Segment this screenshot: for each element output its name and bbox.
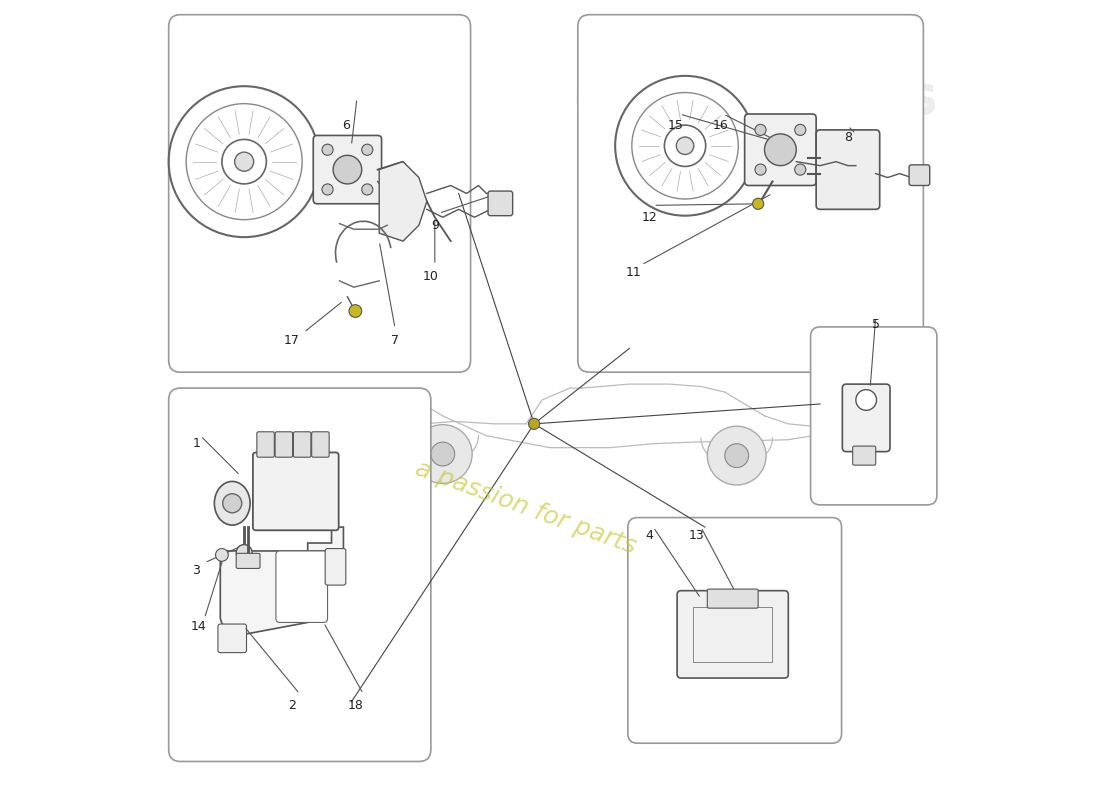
Text: 9: 9	[431, 218, 439, 232]
Text: 16: 16	[713, 119, 728, 133]
Circle shape	[414, 425, 472, 483]
FancyBboxPatch shape	[314, 135, 382, 204]
FancyBboxPatch shape	[811, 327, 937, 505]
Polygon shape	[379, 162, 427, 241]
FancyBboxPatch shape	[678, 590, 789, 678]
Circle shape	[362, 144, 373, 155]
FancyBboxPatch shape	[311, 432, 329, 457]
FancyBboxPatch shape	[218, 624, 246, 653]
Circle shape	[676, 137, 694, 154]
Circle shape	[222, 494, 242, 513]
Circle shape	[725, 444, 749, 467]
Text: 18: 18	[348, 699, 363, 712]
Text: a passion for parts: a passion for parts	[412, 456, 640, 558]
Text: 10: 10	[422, 270, 439, 283]
FancyBboxPatch shape	[707, 589, 758, 608]
FancyBboxPatch shape	[909, 165, 929, 186]
Text: 12: 12	[641, 210, 657, 224]
Circle shape	[322, 144, 333, 155]
FancyBboxPatch shape	[326, 549, 345, 585]
Circle shape	[362, 184, 373, 195]
Text: 13: 13	[689, 529, 705, 542]
Text: 4: 4	[646, 529, 653, 542]
Text: 8: 8	[844, 131, 851, 144]
Circle shape	[794, 124, 806, 135]
Circle shape	[764, 134, 796, 166]
Circle shape	[322, 184, 333, 195]
Circle shape	[755, 164, 766, 175]
Circle shape	[333, 155, 362, 184]
FancyBboxPatch shape	[578, 14, 923, 372]
FancyBboxPatch shape	[488, 191, 513, 216]
Circle shape	[234, 152, 254, 171]
Circle shape	[752, 198, 763, 210]
FancyBboxPatch shape	[275, 432, 293, 457]
Circle shape	[755, 124, 766, 135]
Circle shape	[216, 549, 229, 562]
Circle shape	[794, 164, 806, 175]
Text: 11: 11	[626, 266, 641, 279]
FancyBboxPatch shape	[253, 453, 339, 530]
Circle shape	[528, 418, 540, 430]
Circle shape	[236, 545, 252, 561]
Text: 1: 1	[192, 437, 200, 450]
Text: 2: 2	[288, 699, 296, 712]
FancyBboxPatch shape	[745, 114, 816, 186]
Text: 15: 15	[668, 119, 683, 133]
Circle shape	[349, 305, 362, 318]
FancyBboxPatch shape	[843, 384, 890, 452]
FancyBboxPatch shape	[294, 432, 311, 457]
FancyBboxPatch shape	[236, 554, 260, 569]
Ellipse shape	[214, 482, 250, 525]
FancyBboxPatch shape	[628, 518, 842, 743]
FancyBboxPatch shape	[852, 446, 876, 465]
Text: 3: 3	[192, 564, 200, 578]
FancyBboxPatch shape	[257, 432, 274, 457]
Circle shape	[774, 141, 783, 150]
Text: 5: 5	[871, 318, 880, 331]
Circle shape	[856, 390, 877, 410]
FancyBboxPatch shape	[816, 130, 880, 210]
FancyBboxPatch shape	[168, 388, 431, 762]
Text: 6: 6	[342, 119, 350, 133]
Text: 17: 17	[284, 334, 299, 347]
Text: 14: 14	[190, 620, 206, 633]
Polygon shape	[220, 527, 343, 634]
Circle shape	[431, 442, 454, 466]
FancyBboxPatch shape	[168, 14, 471, 372]
Text: europeparts: europeparts	[574, 72, 939, 124]
FancyBboxPatch shape	[276, 551, 328, 622]
Text: 7: 7	[392, 334, 399, 347]
Circle shape	[707, 426, 766, 485]
